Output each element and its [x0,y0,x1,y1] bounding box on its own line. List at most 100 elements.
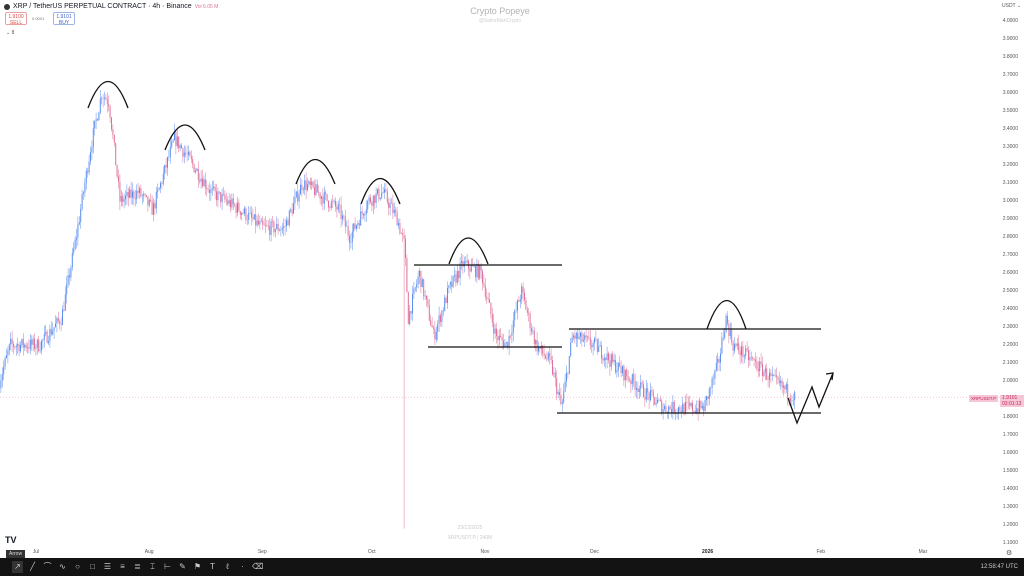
candle-body [141,195,143,197]
candle-body [343,215,345,217]
candle-body [167,157,168,168]
candle-body [720,353,721,363]
candle-body [230,200,231,208]
trend-line-tool-icon[interactable]: ╱ [30,562,35,571]
candle-body [700,401,702,409]
candle-body [199,180,201,182]
path-tool-icon[interactable]: ∿ [59,562,66,571]
candle-body [15,346,17,348]
settings-icon[interactable]: ⚙ [1006,550,1013,557]
candle-body [482,270,483,284]
buy-button[interactable]: 1.9101 BUY [53,12,75,26]
candle-body [545,355,546,359]
candle-body [623,366,625,381]
candle-body [312,181,314,188]
indicators-toggle[interactable]: ⌄ 8 [6,30,15,36]
candle-body [45,331,47,334]
candle-body [385,189,387,192]
candle-body [48,341,49,343]
candle-body [367,201,369,210]
candle-body [115,142,117,166]
text-lines-tool-icon[interactable]: ≣ [134,562,141,571]
time-tick: Mar [918,549,928,555]
price-chart[interactable] [0,0,1024,558]
pin-tool-icon[interactable]: ⚑ [193,562,202,571]
candle-body [413,288,415,295]
curve-tool-icon[interactable]: ⌒ [43,562,52,571]
candle-body [721,337,723,354]
candle-body [420,270,422,288]
price-tick: 3.6000 [1002,90,1018,96]
candle-body [7,350,9,355]
parallel-tool-icon[interactable]: ≡ [120,562,125,571]
candle-body [643,384,644,397]
candle-body [308,181,310,185]
sell-button[interactable]: 1.9100 SELL [5,12,27,26]
candle-body [176,136,178,146]
range-tool-icon[interactable]: ⌶ [150,562,155,571]
candle-body [67,275,69,284]
text-tool-icon[interactable]: T [210,562,215,571]
candle-body [150,199,152,201]
candle-body [774,375,776,376]
candle-body [342,215,343,220]
candle-body [350,242,352,243]
candle-body [160,183,161,188]
candle-body [627,376,629,381]
candle-body [462,260,464,267]
candle-body [470,265,472,272]
arrow-tool-icon[interactable]: ↗ [12,561,23,573]
price-tick: 3.1000 [1002,180,1018,186]
candle-body [85,170,87,183]
fib-tool-icon[interactable]: ☰ [103,562,112,571]
brush-tool-icon[interactable]: ✎ [179,562,186,571]
candle-body [92,128,94,148]
candle-body [738,343,740,352]
time-tick: Aug [144,549,154,555]
candle-body [529,313,531,329]
price-tick: 2.5000 [1002,288,1018,294]
candle-body [592,343,594,348]
candle-body [531,328,532,332]
cursor-tool-icon[interactable]: · [241,562,244,571]
candle-body [749,357,751,361]
candle-body [237,202,238,213]
top-arc [164,124,206,151]
candle-body [707,396,709,400]
rectangle-tool-icon[interactable]: □ [90,562,95,571]
price-tick: 1.6000 [1002,450,1018,456]
candle-body [293,203,294,214]
candle-body [64,294,66,311]
candle-body [483,283,485,286]
active-tool-tooltip: Arrow [6,550,26,558]
price-tick: 2.4000 [1002,306,1018,312]
candle-body [374,195,376,203]
candle-body [504,343,506,348]
candle-body [253,214,255,220]
currency-select[interactable]: USDT ⌄ [1002,3,1022,9]
top-arc [706,299,747,330]
date-range-tool-icon[interactable]: ⊢ [164,562,171,571]
candle-body [732,342,734,351]
eraser-tool-icon[interactable]: ⌫ [252,562,264,571]
candle-body [526,309,528,313]
candle-body [783,385,784,388]
candle-body [295,191,297,197]
candle-body [382,192,384,193]
candle-body [631,374,633,385]
signature-tool-icon[interactable]: ℓ [226,562,229,571]
candle-body [311,181,313,186]
candle-body [658,399,660,401]
candle-body [18,344,20,352]
candle-body [196,168,198,171]
time-tick: Oct [367,549,376,555]
candle-body [606,353,608,360]
candle-body [633,374,635,382]
candle-body [372,195,374,206]
candle-body [645,388,647,400]
candle-body [543,353,545,356]
candle-body [281,227,283,230]
candle-body [685,402,686,414]
circle-tool-icon[interactable]: ○ [75,562,80,571]
candle-body [412,294,413,314]
